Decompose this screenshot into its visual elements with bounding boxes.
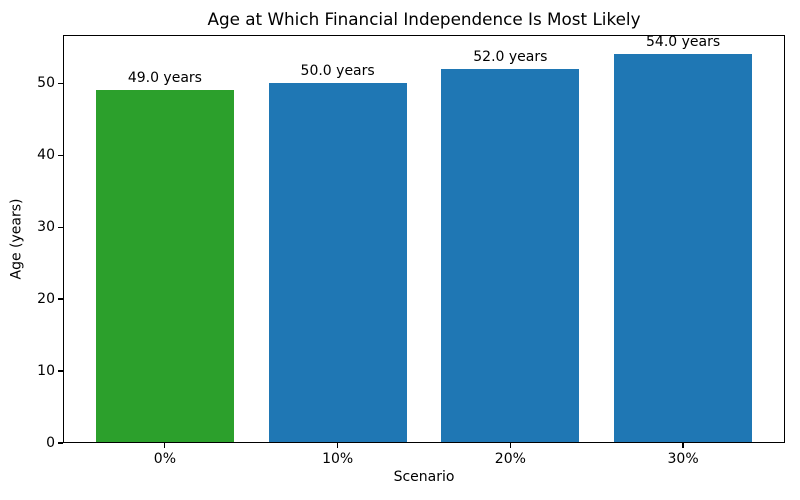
- bar-value-label-10%: 50.0 years: [300, 63, 375, 80]
- chart-title: Age at Which Financial Independence Is M…: [207, 9, 641, 29]
- bar-value-label-30%: 54.0 years: [646, 34, 721, 51]
- y-tick-mark: [58, 370, 63, 372]
- x-tick-label-30%: 30%: [667, 451, 699, 467]
- x-tick-mark: [682, 443, 684, 448]
- x-tick-mark: [337, 443, 339, 448]
- y-tick-mark: [58, 226, 63, 228]
- y-tick-label: 10: [37, 362, 55, 379]
- x-tick-mark: [164, 443, 166, 448]
- y-axis-label: Age (years): [8, 198, 25, 280]
- bar-value-label-20%: 52.0 years: [473, 48, 548, 65]
- x-tick-label-0%: 0%: [153, 451, 177, 467]
- x-tick-label-20%: 20%: [494, 451, 526, 467]
- y-tick-label: 50: [37, 74, 55, 91]
- bar-10%: [268, 83, 407, 442]
- y-tick-label: 30: [37, 218, 55, 235]
- y-tick-label: 40: [37, 146, 55, 163]
- y-tick-label: 0: [46, 434, 55, 451]
- y-tick-mark: [58, 82, 63, 84]
- y-tick-mark: [58, 154, 63, 156]
- bar-20%: [441, 68, 580, 442]
- y-tick-mark: [58, 442, 63, 444]
- bar-value-label-0%: 49.0 years: [127, 70, 202, 87]
- x-tick-mark: [509, 443, 511, 448]
- bar-30%: [614, 54, 753, 442]
- x-tick-label-10%: 10%: [322, 451, 354, 467]
- y-tick-mark: [58, 298, 63, 300]
- bar-0%: [95, 90, 234, 442]
- x-axis-label: Scenario: [393, 469, 455, 485]
- y-tick-label: 20: [37, 290, 55, 307]
